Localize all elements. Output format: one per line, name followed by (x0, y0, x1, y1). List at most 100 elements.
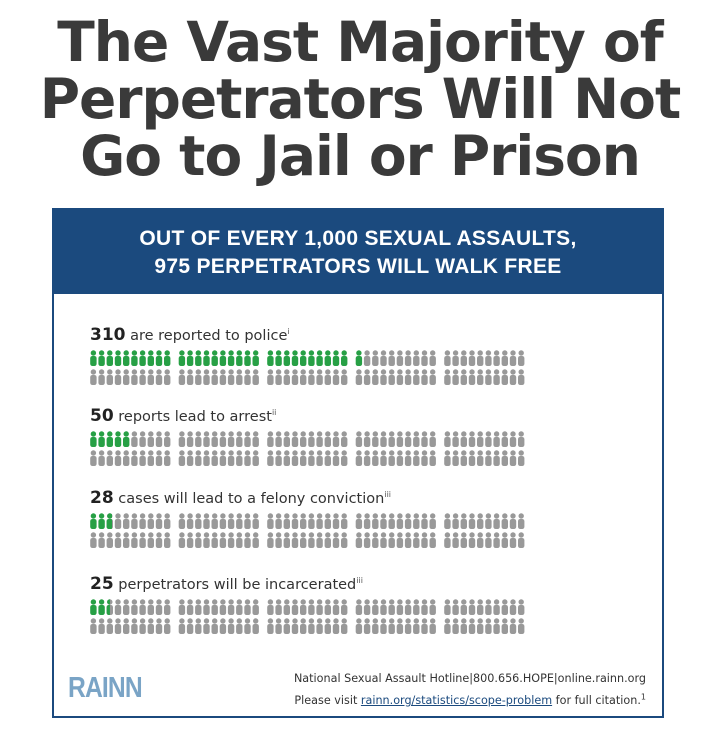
person-icon (493, 350, 500, 366)
banner: OUT OF EVERY 1,000 SEXUAL ASSAULTS, 975 … (54, 210, 662, 294)
person-icon (485, 599, 492, 615)
person-icon (139, 513, 146, 529)
person-icon (131, 532, 138, 548)
person-icon (509, 431, 517, 447)
person-icon (267, 618, 274, 634)
person-icon (178, 350, 186, 366)
person-icon (155, 532, 163, 548)
citation-link[interactable]: rainn.org/statistics/scope-problem (360, 694, 553, 707)
person-icon (341, 431, 348, 447)
person-icon (131, 431, 138, 447)
person-icon (98, 599, 105, 615)
person-icon (493, 618, 500, 634)
person-icon (380, 369, 387, 385)
person-icon (308, 618, 315, 634)
person-icon (308, 599, 315, 615)
icon-grid (90, 599, 525, 634)
person-icon (164, 350, 171, 366)
person-icon (227, 532, 235, 548)
person-icon (355, 513, 363, 529)
person-icon (429, 450, 436, 466)
person-icon (477, 350, 484, 366)
person-icon (324, 532, 331, 548)
banner-line-1: OUT OF EVERY 1,000 SEXUAL ASSAULTS, (139, 227, 577, 250)
person-icon (518, 350, 525, 366)
person-icon (178, 618, 186, 634)
person-icon (509, 369, 517, 385)
person-icon (98, 618, 105, 634)
person-icon (195, 450, 202, 466)
person-icon (98, 513, 105, 529)
person-icon (139, 431, 146, 447)
person-icon (308, 350, 315, 366)
person-icon (501, 350, 508, 366)
person-icon (291, 450, 299, 466)
person-icon (186, 450, 194, 466)
banner-line-2: 975 PERPETRATORS WILL WALK FREE (154, 255, 562, 278)
person-icon (316, 599, 323, 615)
person-icon (203, 532, 210, 548)
person-icon (363, 599, 371, 615)
person-icon (372, 450, 379, 466)
person-icon (316, 431, 323, 447)
person-icon (106, 431, 113, 447)
icon-grid (90, 350, 525, 385)
person-icon (300, 369, 307, 385)
person-icon (227, 431, 235, 447)
person-icon (363, 431, 371, 447)
person-icon (460, 513, 467, 529)
person-icon (468, 513, 476, 529)
person-icon (203, 450, 210, 466)
person-icon (388, 599, 395, 615)
person-icon (429, 513, 436, 529)
person-icon (460, 350, 467, 366)
person-icon (227, 618, 235, 634)
person-icon (147, 450, 154, 466)
person-icon (444, 350, 451, 366)
person-icon (308, 369, 315, 385)
person-icon (380, 431, 387, 447)
person-icon (106, 513, 113, 529)
person-icon (460, 450, 467, 466)
person-icon (493, 532, 500, 548)
person-icon (324, 431, 331, 447)
person-icon (518, 369, 525, 385)
person-icon (372, 350, 379, 366)
person-icon (477, 431, 484, 447)
person-icon (283, 599, 290, 615)
person-icon (203, 599, 210, 615)
person-icon (316, 450, 323, 466)
person-icon (518, 450, 525, 466)
person-icon (227, 450, 235, 466)
person-icon (186, 532, 194, 548)
person-icon (275, 618, 282, 634)
person-icon (195, 369, 202, 385)
person-icon (291, 513, 299, 529)
person-icon (275, 513, 282, 529)
person-icon (227, 350, 235, 366)
person-icon (114, 513, 122, 529)
person-icon (98, 369, 105, 385)
person-icon (147, 513, 154, 529)
person-icon (396, 369, 404, 385)
person-icon (477, 599, 484, 615)
person-icon (396, 599, 404, 615)
person-icon (316, 618, 323, 634)
person-icon (444, 599, 451, 615)
person-icon (147, 599, 154, 615)
person-icon (485, 513, 492, 529)
person-icon (283, 369, 290, 385)
person-icon (477, 513, 484, 529)
person-icon (178, 513, 186, 529)
person-icon (460, 618, 467, 634)
person-icon (291, 350, 299, 366)
person-icon (308, 431, 315, 447)
person-icon (468, 350, 476, 366)
person-icon (139, 369, 146, 385)
person-icon (244, 369, 251, 385)
person-icon (195, 350, 202, 366)
person-icon (300, 350, 307, 366)
person-icon (429, 599, 436, 615)
person-icon (444, 431, 451, 447)
person-icon (123, 618, 130, 634)
